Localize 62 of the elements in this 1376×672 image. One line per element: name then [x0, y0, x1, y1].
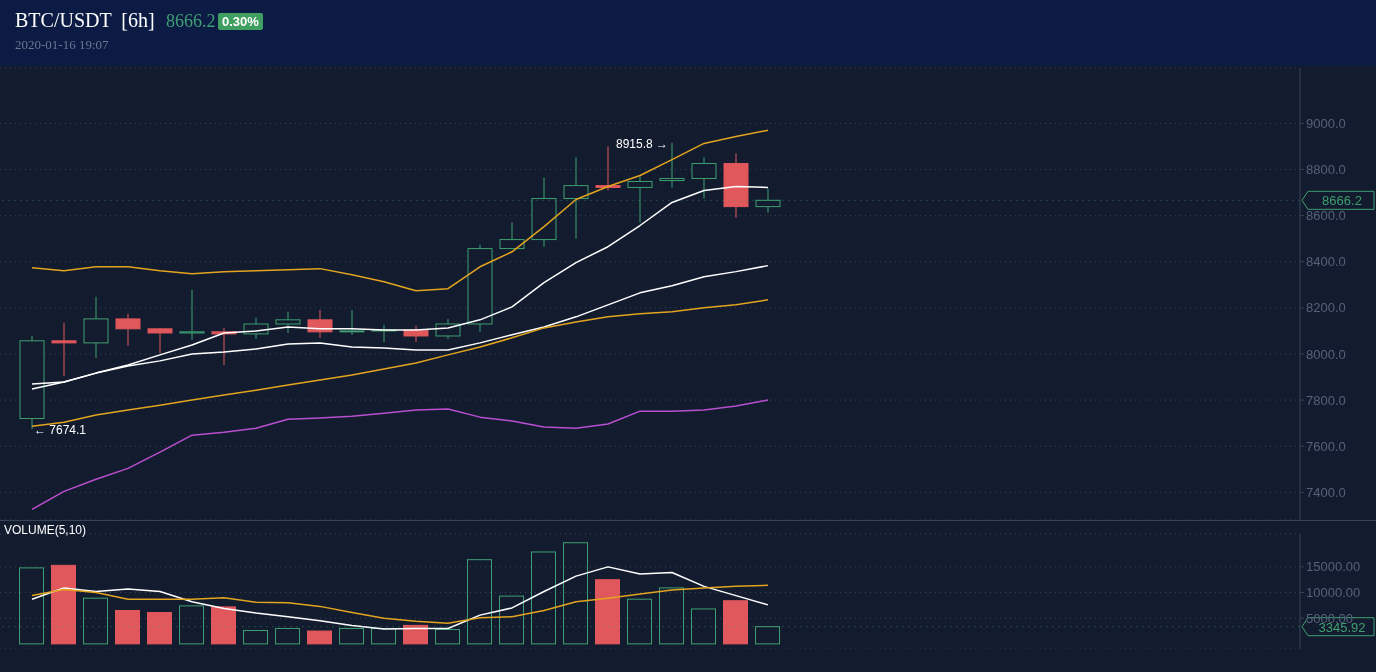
bar: [499, 595, 524, 645]
line-series: [31, 584, 769, 625]
chart-title: VOLUME(5,10): [4, 523, 87, 537]
bar: [435, 628, 460, 645]
y-tick-label: 15000.00: [1306, 559, 1361, 575]
y-tick-label: 10000.00: [1306, 585, 1361, 601]
candlestick: [403, 325, 429, 343]
annotation: 8915.8 →: [615, 136, 668, 151]
candlestick: [339, 309, 365, 336]
candlestick: [115, 313, 141, 347]
annotation: ← 7674.1: [34, 423, 87, 438]
bar: [691, 608, 716, 645]
text: 0.30%: [218, 13, 263, 30]
candlestick: [83, 296, 109, 359]
bar: [115, 610, 140, 645]
y-tick-label: 7800.0: [1306, 392, 1346, 408]
bar: [339, 627, 364, 645]
y-tick-label: 7600.0: [1306, 438, 1346, 454]
line-series: [31, 399, 769, 511]
bar: [179, 605, 204, 645]
bar: [307, 630, 332, 645]
bar: [595, 579, 620, 645]
bar: [531, 551, 556, 645]
bar: [755, 626, 780, 645]
text: 8666.2: [166, 11, 216, 32]
y-tick-label: 8000.0: [1306, 346, 1346, 362]
candlestick: [755, 188, 781, 214]
candlestick: [275, 311, 301, 334]
candlestick: [691, 156, 717, 200]
line-series: [31, 185, 769, 390]
bar: [403, 624, 428, 645]
line-series: [31, 566, 769, 630]
y-tick-label: 8400.0: [1306, 254, 1346, 270]
bar: [211, 606, 236, 645]
line-series: [31, 299, 769, 427]
candlestick: [499, 222, 525, 250]
bar: [147, 612, 172, 645]
y-tick-label: 8800.0: [1306, 162, 1346, 178]
y-tick-label: 8200.0: [1306, 300, 1346, 316]
chart-title: BTC/USDT [6h]: [15, 9, 155, 32]
bar: [627, 598, 652, 645]
bar: [243, 630, 268, 645]
candlestick: [179, 289, 205, 341]
y-tick-label: 9000.0: [1306, 115, 1346, 131]
candlestick: [563, 156, 589, 240]
bar: [275, 627, 300, 645]
y-tick-label: 8600.0: [1306, 208, 1346, 224]
bar: [467, 559, 492, 645]
chart-subtitle: 2020-01-16 19:07: [15, 37, 109, 53]
candlestick: [51, 322, 77, 377]
bar: [83, 597, 108, 645]
candlestick: [147, 327, 173, 354]
bar: [19, 567, 44, 645]
bar: [563, 542, 588, 645]
candlestick: [627, 175, 653, 224]
y-tick-label: 7400.0: [1306, 484, 1346, 500]
line-series: [31, 129, 769, 292]
bar: [659, 587, 684, 645]
bar: [723, 600, 748, 645]
bar: [51, 564, 76, 645]
ref-line-label: 8666.2: [1322, 193, 1362, 209]
candlestick: [659, 142, 685, 188]
